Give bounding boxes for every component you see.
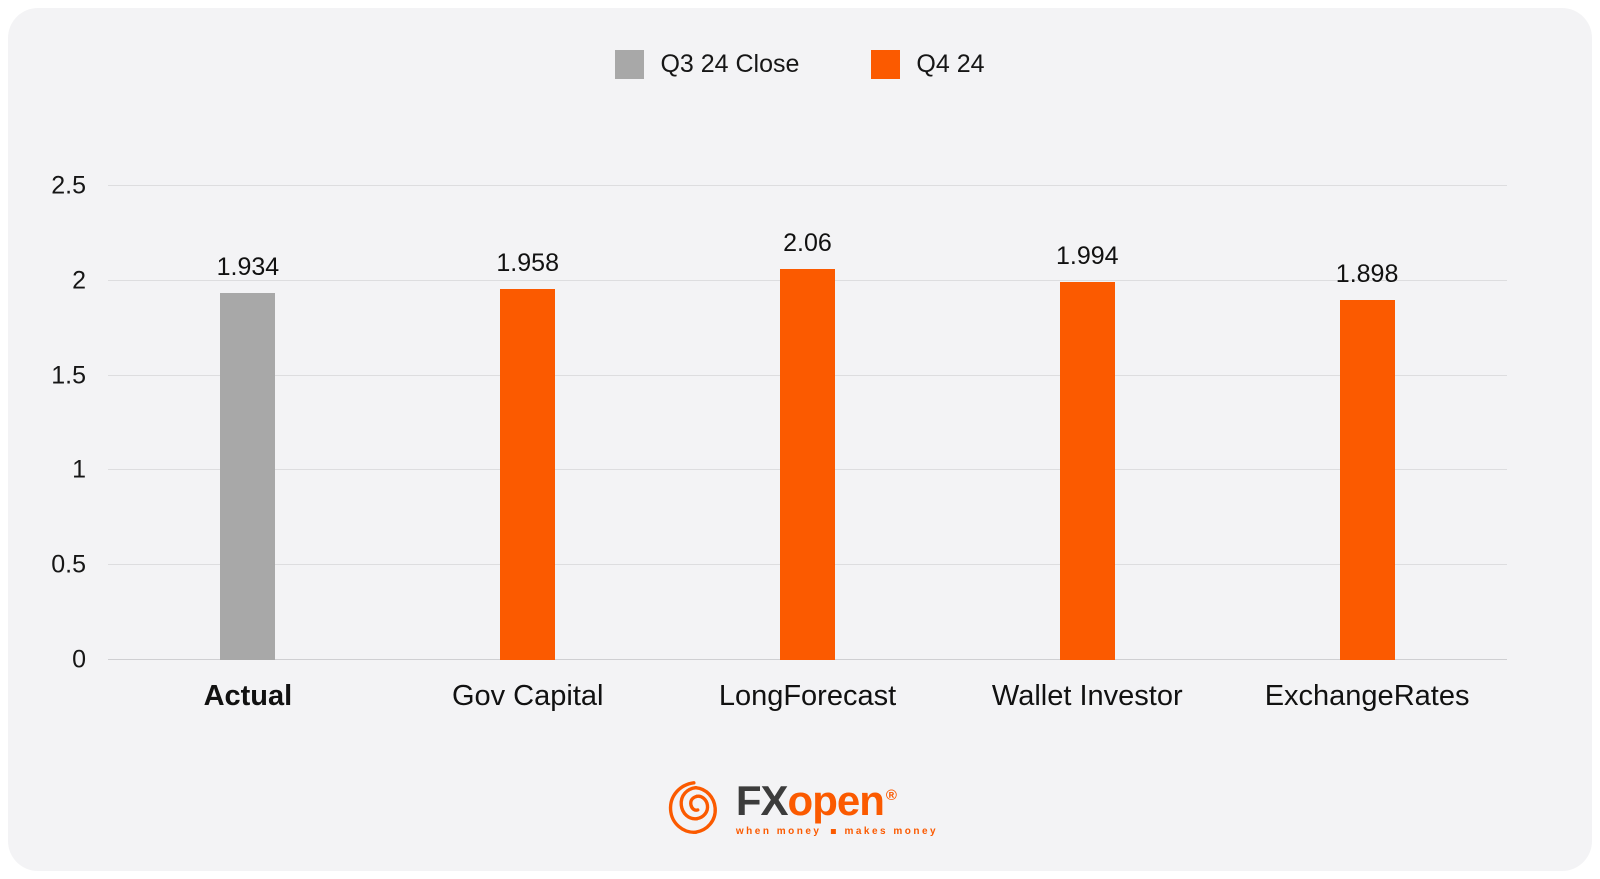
chart-legend: Q3 24 Close Q4 24 bbox=[8, 50, 1592, 79]
bar-group: 1.958 bbox=[388, 186, 668, 660]
bar-group: 1.898 bbox=[1227, 186, 1507, 660]
bar-value-label: 1.958 bbox=[496, 248, 559, 277]
tagline-left: when money bbox=[735, 825, 822, 837]
bar-value-label: 1.994 bbox=[1056, 241, 1119, 270]
legend-label: Q3 24 Close bbox=[660, 50, 800, 78]
legend-label: Q4 24 bbox=[916, 50, 985, 78]
fxopen-logo: FXopen ® when money makes money bbox=[662, 777, 938, 839]
bar bbox=[1059, 281, 1115, 660]
bar bbox=[220, 293, 276, 660]
plot-area: 0 0.5 1 1.5 2 2.5 1.934 1.958 2.06 1.994 1.898 bbox=[51, 172, 1507, 674]
bar-value-label: 2.06 bbox=[783, 229, 832, 258]
registered-trademark: ® bbox=[885, 786, 897, 804]
brand-open: open bbox=[787, 776, 885, 824]
x-category-label: Wallet Investor bbox=[991, 680, 1183, 712]
bar bbox=[779, 269, 835, 660]
fxopen-lion-icon bbox=[668, 781, 717, 834]
legend-item-q3-24-close: Q3 24 Close bbox=[615, 50, 799, 79]
brand-wordmark: FXopen ® bbox=[735, 776, 938, 824]
bars-row: 1.934 1.958 2.06 1.994 1.898 bbox=[108, 186, 1507, 660]
brand-tagline: when money makes money bbox=[736, 826, 938, 837]
brand-text: FXopen ® when money makes money bbox=[735, 776, 938, 837]
bar-group: 1.934 bbox=[108, 186, 388, 660]
tagline-right: makes money bbox=[844, 825, 939, 837]
legend-item-q4-24: Q4 24 bbox=[871, 50, 985, 79]
bar bbox=[500, 288, 556, 660]
y-tick-label: 0 bbox=[72, 645, 86, 674]
bar-group: 2.06 bbox=[668, 186, 948, 660]
bar-group: 1.994 bbox=[947, 186, 1227, 660]
gridline bbox=[108, 185, 1507, 186]
tagline-separator-icon bbox=[830, 828, 836, 834]
x-category-label: Gov Capital bbox=[451, 680, 604, 712]
bar bbox=[1339, 300, 1395, 660]
x-category-label: Actual bbox=[203, 680, 293, 712]
chart-card: Q3 24 Close Q4 24 0 0.5 1 1.5 2 2.5 1.934 1.958… bbox=[8, 8, 1592, 871]
brand-fx: FX bbox=[735, 776, 789, 824]
x-category-label: ExchangeRates bbox=[1264, 680, 1470, 712]
x-category-label: LongForecast bbox=[718, 680, 897, 712]
legend-swatch bbox=[871, 50, 901, 79]
y-tick-label: 2 bbox=[72, 266, 86, 295]
y-tick-label: 2.5 bbox=[51, 171, 86, 200]
bar-value-label: 1.934 bbox=[216, 253, 280, 282]
y-tick-label: 1 bbox=[72, 455, 86, 484]
y-tick-label: 1.5 bbox=[51, 361, 86, 390]
legend-swatch bbox=[615, 50, 645, 79]
bar-value-label: 1.898 bbox=[1335, 260, 1399, 289]
y-tick-label: 0.5 bbox=[51, 550, 86, 579]
x-axis-labels: Actual Gov Capital LongForecast Wallet Inve… bbox=[108, 680, 1507, 713]
